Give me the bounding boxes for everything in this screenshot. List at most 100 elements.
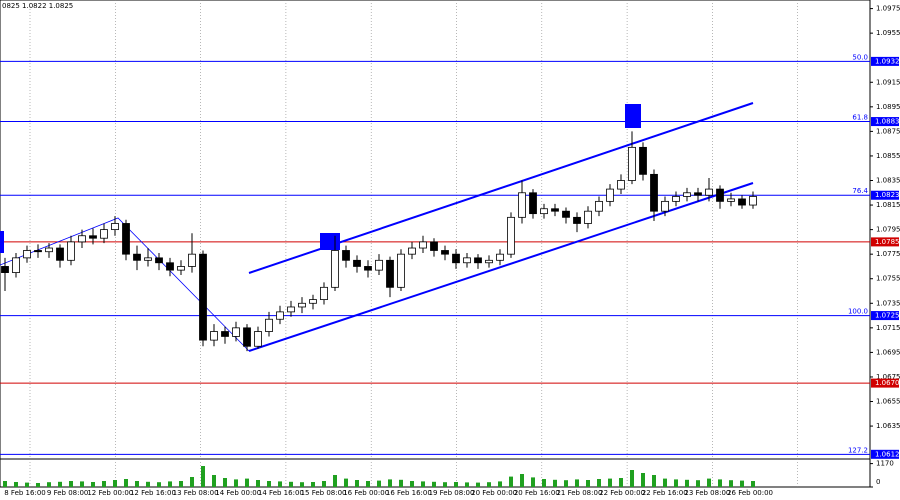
volume-bar — [36, 483, 40, 487]
volume-bar — [630, 470, 634, 487]
volume-bar — [575, 479, 579, 487]
volume-bar — [465, 482, 469, 487]
volume-bar — [25, 482, 29, 487]
x-tick-label: 20 Feb 16:00 — [514, 489, 560, 497]
y-tick-label: 1.0695 — [876, 348, 900, 356]
volume-bar — [388, 479, 392, 487]
x-tick-label: 14 Feb 16:00 — [258, 489, 304, 497]
candle-body — [12, 257, 20, 273]
y-tick-label: 1.0715 — [876, 324, 900, 332]
y-tick-label: 1.0915 — [876, 78, 900, 86]
candle-body — [507, 216, 515, 255]
volume-bar — [663, 478, 667, 487]
level-box — [871, 117, 899, 127]
volume-bar — [135, 481, 139, 487]
y-tick-label: 1.0975 — [876, 5, 900, 13]
candle-body — [397, 253, 405, 288]
volume-bar — [399, 479, 403, 487]
candle-body — [56, 247, 64, 261]
volume-bar — [157, 482, 161, 487]
candle-body — [221, 331, 229, 337]
volume-bar — [80, 481, 84, 487]
level-ratio: 76.4 — [852, 187, 868, 195]
candle-body — [232, 327, 240, 337]
level-box — [871, 56, 899, 66]
candle-body — [441, 250, 449, 255]
volume-bar — [91, 482, 95, 487]
candle-body — [661, 200, 669, 212]
volume-bar — [146, 481, 150, 487]
level-box — [871, 378, 899, 388]
volume-bar — [718, 479, 722, 487]
volume-bar — [597, 479, 601, 487]
volume-bar — [542, 479, 546, 487]
v-grid — [29, 0, 799, 487]
volume-bar — [47, 482, 51, 487]
marker — [320, 233, 340, 250]
volume-bar — [729, 480, 733, 487]
marker — [625, 104, 641, 128]
level-ratio: 50.0 — [852, 53, 868, 61]
candle-body — [188, 253, 196, 267]
volume-bar — [619, 478, 623, 487]
volume-bar — [190, 477, 194, 487]
y-tick-label: 1.0795 — [876, 226, 900, 234]
candle-body — [617, 180, 625, 190]
volume-bar — [14, 482, 18, 487]
volume-bar — [586, 480, 590, 487]
volume-bar — [696, 480, 700, 487]
candle-body — [309, 299, 317, 304]
candle-body — [408, 247, 416, 255]
candle-body — [584, 210, 592, 224]
candle-body — [496, 253, 504, 261]
x-tick-label: 16 Feb 00:00 — [343, 489, 389, 497]
volume-bar — [223, 478, 227, 487]
x-tick-label: 12 Feb 00:00 — [87, 489, 133, 497]
candle-body — [738, 198, 746, 206]
candle-body — [386, 259, 394, 288]
volume-bar — [311, 482, 315, 487]
volume-bar — [454, 482, 458, 487]
level-box — [871, 311, 899, 321]
volume-bar — [179, 481, 183, 487]
x-tick-label: 26 Feb 00:00 — [727, 489, 773, 497]
level-box — [871, 237, 899, 247]
y-tick-label: 1.0675 — [876, 373, 900, 381]
candle-body — [672, 196, 680, 202]
x-tick-label: 14 Feb 00:00 — [215, 489, 261, 497]
volume-bar — [740, 480, 744, 487]
volume-bar — [377, 480, 381, 487]
volume-bar — [3, 481, 7, 487]
volume-bar — [498, 481, 502, 487]
volume-bar — [344, 478, 348, 487]
volume-bar — [267, 481, 271, 487]
volume-bar — [443, 482, 447, 487]
candle-body — [122, 223, 130, 255]
volume-bar — [553, 479, 557, 487]
volume-bar — [608, 478, 612, 487]
candle-body — [320, 286, 328, 301]
candle-body — [166, 262, 174, 271]
volume-bar — [421, 481, 425, 487]
volume-bar — [58, 481, 62, 487]
marker — [0, 231, 4, 253]
y-tick-label: 1.0815 — [876, 201, 900, 209]
x-tick-label: 22 Feb 16:00 — [642, 489, 688, 497]
candle-body — [562, 210, 570, 218]
y-tick-label: 1.0855 — [876, 152, 900, 160]
volume-bar — [432, 481, 436, 487]
header: 0825 1.0822 1.0825 — [2, 2, 73, 10]
volume-bar — [245, 478, 249, 487]
y-tick-label: 1.0875 — [876, 127, 900, 135]
volume-bar — [531, 477, 535, 487]
candle-body — [727, 198, 735, 202]
candle-body — [430, 241, 438, 251]
level-label: 1.0725 — [875, 312, 900, 320]
candles — [1, 131, 757, 352]
candle-body — [45, 247, 53, 253]
candle-body — [177, 266, 185, 271]
candle-body — [342, 250, 350, 261]
volume-bar — [322, 481, 326, 487]
candle-body — [694, 192, 702, 196]
volume-bar — [69, 481, 73, 487]
